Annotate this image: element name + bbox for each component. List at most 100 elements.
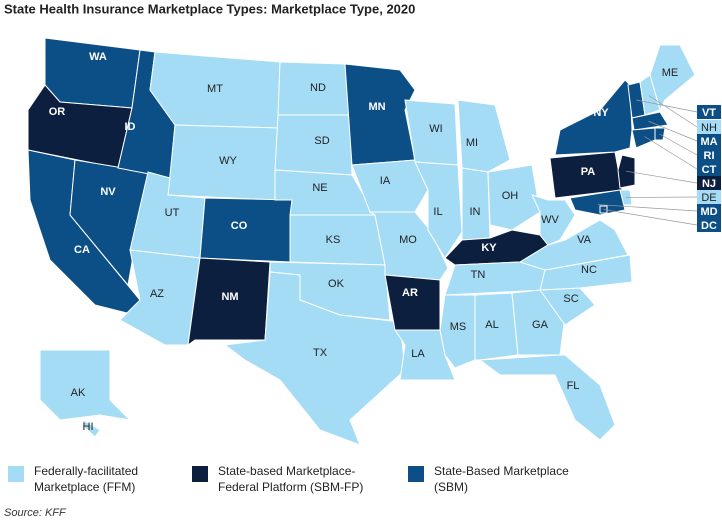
- legend-label: State-based Marketplace-: [218, 464, 355, 478]
- state-label: OH: [502, 190, 519, 202]
- source: Source: KFF: [4, 507, 67, 519]
- callout-line: [625, 196, 698, 198]
- state-label: KS: [326, 234, 341, 246]
- state-label: OK: [328, 278, 345, 290]
- state-label: NV: [100, 186, 116, 198]
- state-label: VT: [702, 107, 716, 119]
- state-label: TN: [471, 269, 486, 281]
- state-label: RI: [704, 150, 715, 162]
- label-layer: WA OR CA NV ID MT WY UT AZ CO NM ND SD NE KS OK TX MN IA MO…: [49, 51, 721, 433]
- callout-box: [697, 148, 721, 162]
- state-label: AK: [71, 387, 86, 399]
- callout-box: [697, 218, 721, 232]
- state-label: HI: [83, 421, 94, 433]
- legend-swatch: [8, 466, 24, 482]
- state-shape: [639, 74, 661, 116]
- state-label: AZ: [150, 288, 164, 300]
- state-label: SD: [314, 135, 329, 147]
- state-shape: [187, 257, 271, 347]
- legend-swatch: [192, 466, 208, 482]
- state-label: ID: [125, 121, 136, 133]
- legend-label: Marketplace (FFM): [34, 480, 135, 494]
- state-label: NY: [593, 107, 609, 119]
- state-layer: [27, 37, 696, 446]
- title: State Health Insurance Marketplace Types…: [4, 1, 415, 16]
- legend-label: State-Based Marketplace: [434, 464, 569, 478]
- state-label: NH: [701, 122, 717, 134]
- callout-box: [697, 120, 721, 134]
- state-label: MD: [700, 206, 717, 218]
- state-shape: [351, 159, 429, 213]
- state-label: MA: [700, 136, 717, 148]
- state-shape: [474, 292, 519, 361]
- state-shape: [223, 271, 406, 446]
- legend-swatch: [408, 466, 424, 482]
- state-shape: [531, 194, 576, 246]
- state-shape: [569, 189, 626, 216]
- callout-line: [625, 170, 698, 184]
- state-shape: [631, 127, 656, 149]
- state-label: MI: [466, 137, 478, 149]
- state-label: GA: [532, 319, 549, 331]
- callout-line: [644, 136, 698, 170]
- state-label: AR: [402, 287, 418, 299]
- callout-line: [648, 95, 698, 128]
- state-shape: [384, 274, 441, 331]
- state-label: CO: [231, 220, 248, 232]
- callout-box: [697, 162, 721, 176]
- state-label: MS: [450, 321, 467, 333]
- state-label: NE: [312, 182, 327, 194]
- callout-box: [697, 190, 721, 204]
- legend-label: (SBM): [434, 480, 468, 494]
- state-shape: [39, 349, 132, 421]
- state-label: MT: [207, 83, 223, 95]
- state-label: UT: [165, 207, 180, 219]
- state-shape: [344, 63, 416, 166]
- state-label: MO: [399, 234, 417, 246]
- state-label: CT: [702, 164, 717, 176]
- state-label: DC: [701, 220, 717, 232]
- state-shape: [44, 37, 141, 109]
- state-label: NJ: [702, 178, 716, 190]
- state-label: WA: [89, 51, 107, 63]
- callout-line: [636, 99, 698, 113]
- callout-box: [697, 105, 721, 119]
- state-label: NC: [581, 264, 597, 276]
- state-label: OR: [49, 106, 66, 118]
- state-label: IN: [470, 206, 481, 218]
- state-label: TX: [313, 347, 328, 359]
- state-label: CA: [74, 244, 90, 256]
- state-label: IL: [433, 206, 442, 218]
- callout-box: [697, 176, 721, 190]
- state-label: WV: [541, 214, 559, 226]
- state-label: ME: [662, 67, 679, 79]
- state-label: VA: [577, 234, 592, 246]
- state-shape: [461, 167, 491, 241]
- state-label: SC: [563, 293, 578, 305]
- state-label: AL: [485, 319, 498, 331]
- legend-label: Federal Platform (SBM-FP): [218, 480, 363, 494]
- state-label: DE: [701, 192, 716, 204]
- state-shape: [82, 419, 101, 438]
- state-label: MN: [368, 101, 385, 113]
- legend: Federally-facilitated Marketplace (FFM) St…: [8, 464, 569, 494]
- callout-line: [648, 120, 698, 142]
- callout-box: [697, 204, 721, 218]
- callout-line: [597, 204, 698, 212]
- state-label: WY: [219, 155, 237, 167]
- callout-box: [697, 134, 721, 148]
- callout-line: [603, 209, 698, 226]
- state-label: PA: [581, 166, 596, 178]
- state-shape: [487, 164, 541, 231]
- state-label: FL: [567, 380, 580, 392]
- state-label: WI: [429, 123, 442, 135]
- state-label: KY: [481, 242, 497, 254]
- legend-label: Federally-facilitated: [34, 464, 138, 478]
- state-label: NM: [221, 291, 238, 303]
- state-label: LA: [411, 348, 425, 360]
- state-label: IA: [380, 175, 391, 187]
- state-label: ND: [310, 82, 326, 94]
- state-shape: [457, 99, 511, 173]
- state-shape: [478, 354, 616, 441]
